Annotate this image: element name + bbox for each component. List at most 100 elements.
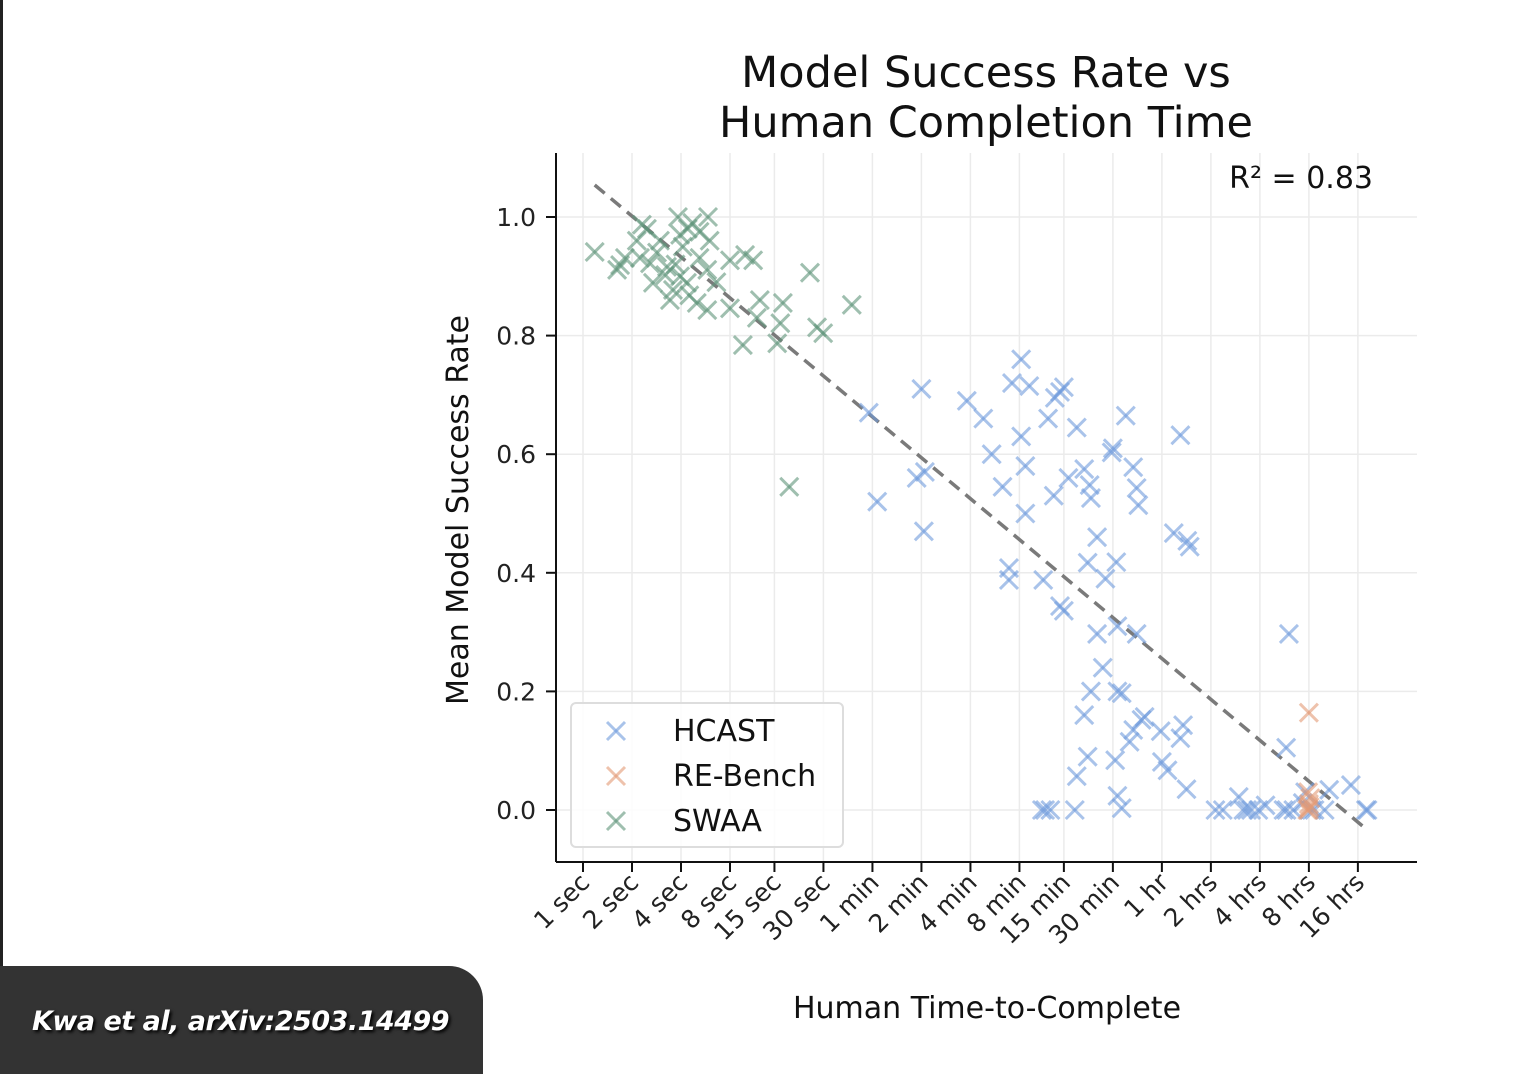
- data-point-swaa: [732, 335, 753, 356]
- data-point-hcast: [1058, 467, 1079, 488]
- data-point-hcast: [1276, 799, 1297, 821]
- data-point-hcast: [1205, 799, 1226, 821]
- data-point-swaa: [697, 259, 718, 280]
- data-point-swaa: [743, 250, 764, 271]
- data-point-swaa: [746, 307, 767, 328]
- data-point-hcast: [1278, 623, 1299, 644]
- data-point-hcast: [1105, 750, 1126, 771]
- x-tick-label: 2 sec: [577, 868, 644, 935]
- data-point-hcast: [1150, 721, 1171, 742]
- data-point-hcast: [992, 476, 1013, 497]
- data-point-swaa: [689, 247, 710, 268]
- data-point-hcast: [913, 521, 934, 542]
- data-point-swaa: [706, 272, 727, 293]
- x-tick-label: 1 sec: [528, 868, 595, 935]
- data-point-swaa: [719, 298, 741, 319]
- data-point-hcast: [1111, 683, 1132, 704]
- data-point-hcast: [1043, 485, 1064, 506]
- data-points: [584, 206, 1378, 821]
- data-point-hcast: [1080, 488, 1102, 509]
- data-point-hcast: [1087, 623, 1108, 644]
- data-point-swaa: [642, 272, 664, 293]
- legend-label: HCAST: [673, 714, 775, 749]
- data-point-hcast: [1111, 798, 1132, 819]
- data-point-swaa: [649, 230, 671, 251]
- legend-box: [570, 702, 844, 848]
- data-point-hcast: [1241, 799, 1262, 821]
- data-point-re-bench: [1298, 799, 1319, 821]
- data-point-hcast: [1031, 799, 1053, 821]
- data-point-hcast: [1163, 523, 1184, 544]
- x-tick-label: 4 hrs: [1207, 868, 1272, 933]
- data-point-hcast: [1033, 569, 1054, 590]
- data-point-swaa: [659, 289, 680, 311]
- data-point-swaa: [626, 230, 647, 251]
- y-tick-label: 1.0: [496, 203, 536, 232]
- data-point-hcast: [973, 408, 994, 429]
- data-point-hcast: [1157, 760, 1178, 781]
- legend-label: SWAA: [673, 804, 762, 839]
- data-point-hcast: [1176, 779, 1197, 800]
- axes: [555, 153, 1417, 863]
- citation-text: Kwa et al, arXiv:2503.14499: [32, 1006, 450, 1037]
- data-point-hcast: [1011, 426, 1032, 447]
- data-point-swaa: [799, 262, 821, 283]
- data-point-swaa: [665, 254, 686, 275]
- data-point-hcast: [1095, 568, 1116, 589]
- data-point-hcast: [1126, 477, 1147, 499]
- data-point-hcast: [1080, 681, 1102, 702]
- data-point-hcast: [956, 390, 977, 411]
- data-point-swaa: [767, 333, 788, 354]
- legend-marker-hcast: [605, 720, 627, 742]
- data-point-hcast: [1236, 799, 1258, 821]
- data-point-swaa: [646, 242, 668, 263]
- data-point-hcast: [1276, 737, 1297, 758]
- data-point-hcast: [1019, 375, 1040, 397]
- data-point-hcast: [1107, 785, 1128, 806]
- data-point-swaa: [699, 230, 720, 251]
- data-point-hcast: [998, 569, 1020, 590]
- r-squared-annotation: R² = 0.83: [1229, 161, 1373, 196]
- data-point-swaa: [841, 294, 862, 315]
- y-tick-label: 0.2: [496, 677, 536, 706]
- data-point-swaa: [719, 250, 741, 271]
- data-point-hcast: [911, 378, 932, 400]
- citation-box: Kwa et al, arXiv:2503.14499: [0, 966, 483, 1074]
- x-tick-label: 2 hrs: [1158, 868, 1223, 933]
- data-point-hcast: [914, 461, 935, 483]
- data-point-hcast: [1119, 731, 1140, 752]
- data-point-hcast: [1107, 616, 1128, 637]
- data-point-hcast: [1077, 552, 1098, 573]
- data-point-hcast: [1106, 552, 1127, 573]
- data-point-hcast: [1053, 377, 1074, 398]
- data-point-swaa: [607, 259, 628, 280]
- data-point-swaa: [679, 285, 700, 306]
- data-point-hcast: [1015, 503, 1036, 524]
- data-point-hcast: [1011, 349, 1032, 370]
- data-point-hcast: [1102, 438, 1123, 459]
- data-point-hcast: [1087, 527, 1108, 548]
- data-point-hcast: [1077, 746, 1098, 767]
- data-point-hcast: [1273, 799, 1294, 821]
- x-axis-label: Human Time-to-Complete: [793, 991, 1181, 1026]
- data-point-hcast: [1074, 705, 1095, 726]
- y-tick-label: 0.8: [496, 322, 536, 351]
- data-point-swaa: [639, 253, 661, 274]
- data-point-hcast: [1092, 657, 1113, 678]
- x-tick-label: 4 sec: [626, 868, 693, 935]
- data-point-hcast: [1340, 775, 1361, 796]
- data-point-swaa: [629, 247, 651, 268]
- data-point-hcast: [1074, 458, 1095, 480]
- data-point-hcast: [1255, 795, 1276, 816]
- legend-marker-swaa: [605, 810, 627, 832]
- data-point-swaa: [772, 292, 793, 314]
- data-point-hcast: [1101, 442, 1122, 463]
- data-point-hcast: [1015, 455, 1036, 477]
- data-point-swaa: [631, 214, 652, 235]
- data-point-hcast: [1066, 766, 1087, 787]
- data-point-swaa: [697, 206, 719, 228]
- data-point-hcast: [1001, 372, 1023, 394]
- data-point-hcast: [1170, 425, 1191, 446]
- data-point-hcast: [906, 467, 927, 488]
- data-point-hcast: [1212, 799, 1233, 821]
